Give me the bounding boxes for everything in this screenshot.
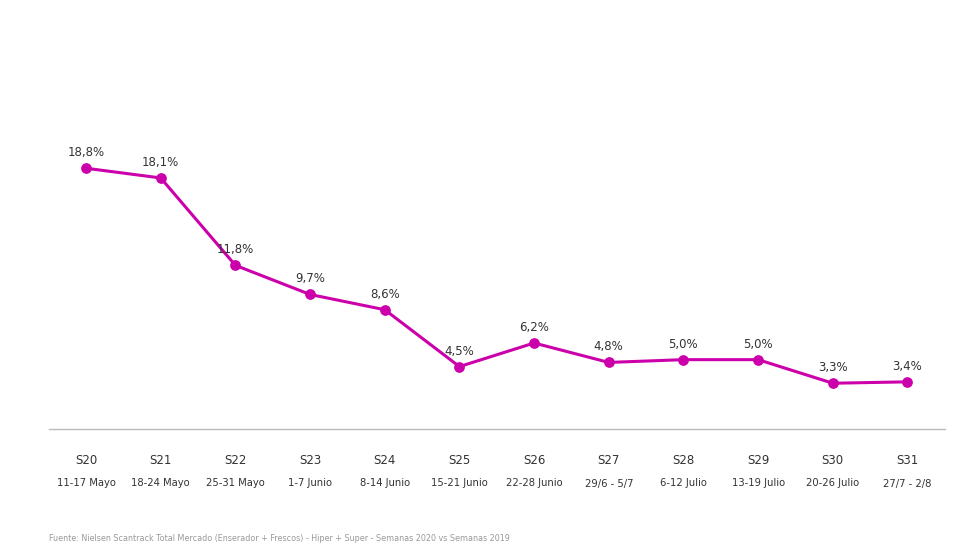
Text: 18-24 Mayo: 18-24 Mayo [131,478,190,488]
Text: 25-31 Mayo: 25-31 Mayo [206,478,265,488]
Text: S28: S28 [672,454,694,467]
Point [750,355,766,364]
Text: 18,1%: 18,1% [142,156,179,169]
Point [153,174,169,183]
Point [601,358,617,367]
Text: S29: S29 [747,454,769,467]
Text: S24: S24 [374,454,395,467]
Text: S25: S25 [448,454,470,467]
Text: 3,3%: 3,3% [818,361,847,374]
Text: 8-14 Junio: 8-14 Junio [359,478,410,488]
Point [78,164,94,173]
Text: 18,8%: 18,8% [67,146,104,160]
Point [900,377,916,386]
Point [825,379,841,388]
Text: 13-19 Julio: 13-19 Julio [731,478,785,488]
Point [676,355,692,364]
Text: 20-26 Julio: 20-26 Julio [806,478,859,488]
Text: 9,7%: 9,7% [295,272,325,285]
Text: 1-7 Junio: 1-7 Junio [288,478,332,488]
Text: 8,6%: 8,6% [370,288,399,301]
Text: 15-21 Junio: 15-21 Junio [431,478,488,488]
Text: S23: S23 [299,454,321,467]
Text: 6-12 Julio: 6-12 Julio [660,478,707,488]
Text: 11,8%: 11,8% [217,243,254,256]
Text: 11-17 Mayo: 11-17 Mayo [56,478,116,488]
Text: S26: S26 [523,454,545,467]
Text: 4,8%: 4,8% [594,340,623,354]
Text: S31: S31 [896,454,918,467]
Point [377,305,393,314]
Text: S21: S21 [150,454,171,467]
Text: 3,4%: 3,4% [892,360,922,373]
Text: 4,5%: 4,5% [444,344,474,358]
Text: h: h [935,0,950,16]
Text: S22: S22 [224,454,246,467]
Point [302,290,318,299]
Text: 29/6 - 5/7: 29/6 - 5/7 [584,478,633,488]
Text: 22-28 Junio: 22-28 Junio [506,478,562,488]
Point [526,339,542,348]
Text: 27/7 - 2/8: 27/7 - 2/8 [883,478,931,488]
Text: S20: S20 [75,454,97,467]
Point [228,261,244,270]
Point [452,362,468,371]
Text: 5,0%: 5,0% [668,338,698,351]
Text: 5,0%: 5,0% [743,338,773,351]
Text: 6,2%: 6,2% [519,321,549,334]
Text: S27: S27 [598,454,619,467]
Text: S30: S30 [822,454,843,467]
Text: Fuente: Nielsen Scantrack Total Mercado (Enserador + Frescos) - Hiper + Super - : Fuente: Nielsen Scantrack Total Mercado … [49,535,509,543]
